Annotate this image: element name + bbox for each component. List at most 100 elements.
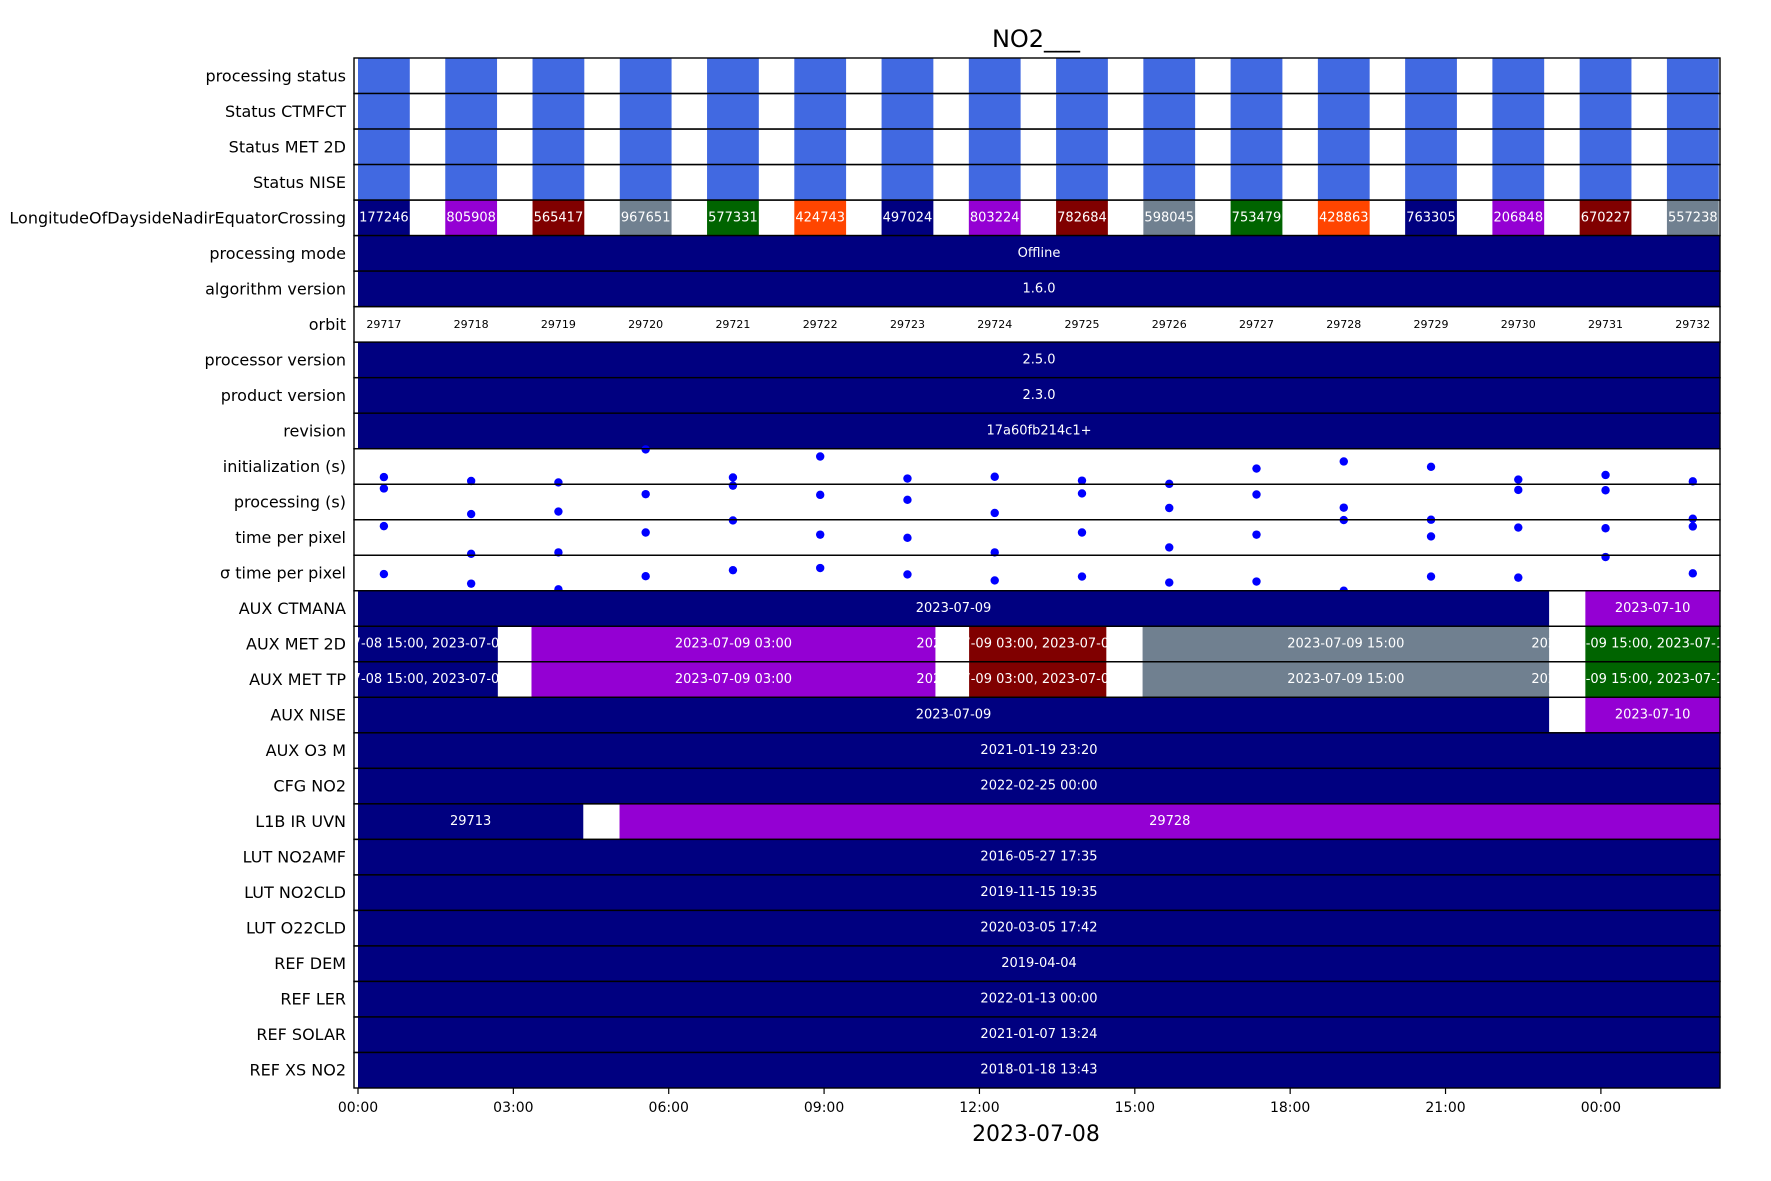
row-label: processing (s) xyxy=(234,492,346,511)
orbit-bar xyxy=(1317,164,1370,201)
data-point xyxy=(554,507,563,516)
row-label: σ time per pixel xyxy=(220,564,346,583)
orbit-bar xyxy=(532,129,585,165)
orbit-value: 763305 xyxy=(1406,210,1456,225)
span-label: 2023-07-09 15:00, 2023-07-10 03:00 xyxy=(1531,637,1771,652)
data-point xyxy=(903,474,912,483)
data-point xyxy=(1688,477,1698,486)
span-bar xyxy=(358,661,498,698)
data-point xyxy=(641,489,650,499)
orbit-bar xyxy=(1143,200,1196,236)
data-point xyxy=(554,548,563,557)
span-bar xyxy=(1585,697,1720,733)
row-ref-xs-no2: REF XS NO2 2018-01-18 13:43 xyxy=(250,1051,1721,1089)
row-label: algorithm version xyxy=(205,279,346,298)
x-tick-label: 12:00 xyxy=(959,1100,999,1116)
orbit-bar xyxy=(619,58,672,94)
x-tick-label: 00:00 xyxy=(1581,1100,1621,1116)
span-label: Offline xyxy=(1018,246,1061,261)
span-label: 2021-01-19 23:20 xyxy=(980,743,1097,758)
orbit-bar xyxy=(445,164,498,201)
orbit-number: 29727 xyxy=(1239,318,1274,331)
row-cfg-no2: CFG NO2 2022-02-25 00:00 xyxy=(273,767,1721,805)
chart-title: NO2___ xyxy=(992,25,1081,53)
x-axis: 00:00 03:00 06:00 09:00 12:00 15:00 18:00 21:00… xyxy=(338,1088,1621,1116)
orbit-value: 206848 xyxy=(1493,210,1543,225)
row-label: LUT NO2AMF xyxy=(243,848,346,867)
orbit-number: 29720 xyxy=(628,318,663,331)
data-point xyxy=(990,508,999,518)
row-processing-status: processing status xyxy=(206,57,1721,95)
span-bar xyxy=(1585,626,1720,662)
row-ref-ler: REF LER 2022-01-13 00:00 xyxy=(280,980,1721,1018)
row-frame xyxy=(353,1051,1721,1089)
span-label: 1.6.0 xyxy=(1022,281,1055,296)
orbit-value: 565417 xyxy=(534,210,584,225)
row-processing-mode: processing mode Offline xyxy=(209,234,1721,272)
row-lut-no2cld: LUT NO2CLD 2019-11-15 19:35 xyxy=(244,874,1721,912)
row-label: REF LER xyxy=(280,990,346,1009)
orbit-bar xyxy=(1666,58,1719,94)
span-bar xyxy=(969,626,1107,662)
orbit-bar xyxy=(707,58,759,94)
orbit-number: 29725 xyxy=(1064,318,1099,331)
data-point xyxy=(641,528,650,537)
orbit-value: 967651 xyxy=(621,210,671,225)
span-label: 2023-07-09 03:00, 2023-07-09 15:00 xyxy=(916,672,1159,687)
orbit-value: 598045 xyxy=(1144,210,1194,225)
x-tick-label: 21:00 xyxy=(1425,1100,1465,1116)
x-tick-label: 06:00 xyxy=(649,1100,689,1116)
orbit-bar xyxy=(881,164,934,201)
orbit-bar xyxy=(1230,164,1283,201)
orbit-bar xyxy=(619,93,672,130)
data-point xyxy=(1077,476,1087,485)
orbit-bar xyxy=(1492,58,1545,94)
orbit-bar xyxy=(1405,58,1457,94)
row-lut-o22cld: LUT O22CLD 2020-03-05 17:42 xyxy=(246,909,1721,947)
data-point xyxy=(1426,572,1436,581)
orbit-bar xyxy=(532,93,585,130)
orbit-value: 177246 xyxy=(359,210,409,225)
orbit-bar xyxy=(881,93,934,130)
orbit-bar xyxy=(1230,58,1283,94)
span-label: 2021-01-07 13:24 xyxy=(980,1027,1097,1042)
data-point xyxy=(1601,470,1610,480)
orbit-bar xyxy=(1666,200,1719,236)
orbit-value: 753479 xyxy=(1232,210,1282,225)
orbit-bar xyxy=(1317,93,1370,130)
orbit-bar xyxy=(1579,200,1632,236)
data-point xyxy=(1601,552,1610,562)
span-label: 2022-01-13 00:00 xyxy=(980,992,1097,1007)
data-point xyxy=(1165,578,1174,587)
row-aux-o3-m: AUX O3 M 2021-01-19 23:20 xyxy=(266,732,1721,770)
span-label: 2023-07-10 xyxy=(1615,601,1691,616)
orbit-value: 670227 xyxy=(1581,210,1631,225)
orbit-bar xyxy=(532,58,585,94)
orbit-value: 577331 xyxy=(708,210,758,225)
orbit-bar xyxy=(1143,129,1196,165)
span-label: 2023-07-09 15:00 xyxy=(1287,672,1404,687)
span-bar xyxy=(358,981,1720,1017)
row-l1b-ir-uvn: L1B IR UVN 29713 29728 xyxy=(255,803,1721,841)
orbit-bar xyxy=(1666,129,1719,165)
span-bar xyxy=(358,590,1550,627)
data-point xyxy=(379,472,389,482)
row-label: AUX MET 2D xyxy=(246,635,346,654)
orbit-bar xyxy=(445,93,498,130)
row-time-per-pixel: time per pixel xyxy=(235,515,1721,559)
orbit-bar xyxy=(968,58,1021,94)
orbit-bar xyxy=(1579,58,1632,94)
span-bar xyxy=(358,1016,1720,1053)
span-bar xyxy=(358,377,1720,414)
data-point xyxy=(1514,573,1523,582)
orbit-number: 29722 xyxy=(803,318,838,331)
row-label: LongitudeOfDaysideNadirEquatorCrossing xyxy=(9,208,346,227)
orbit-number: 29718 xyxy=(454,318,489,331)
row-label: REF SOLAR xyxy=(256,1025,346,1044)
span-label: 2019-04-04 xyxy=(1001,956,1077,971)
orbit-number: 29717 xyxy=(366,318,401,331)
data-point xyxy=(1514,485,1523,495)
orbit-bar xyxy=(1492,129,1545,165)
orbit-bar xyxy=(619,129,672,165)
